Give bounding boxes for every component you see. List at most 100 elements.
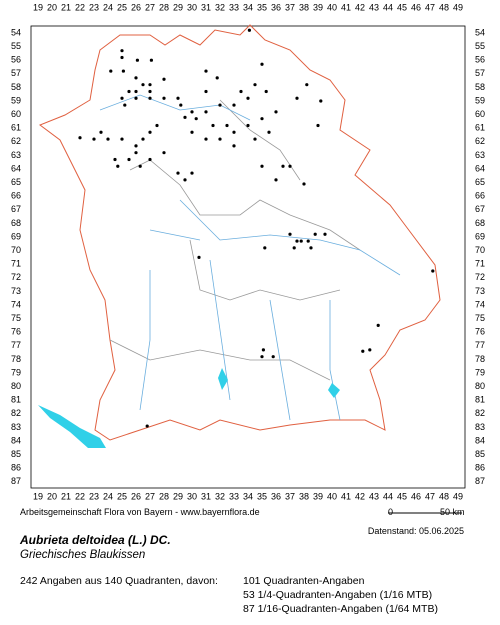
x-label: 42 <box>355 491 365 501</box>
occurrence-dot <box>162 151 166 155</box>
occurrence-dot <box>302 182 306 186</box>
occurrence-dot <box>274 110 278 114</box>
y-label: 71 <box>475 259 485 269</box>
occurrence-dot <box>323 232 327 236</box>
y-label: 57 <box>11 68 21 78</box>
x-label: 40 <box>327 2 337 12</box>
y-label: 54 <box>11 27 21 37</box>
x-label: 22 <box>75 491 85 501</box>
x-label: 31 <box>201 2 211 12</box>
occurrence-dot <box>141 83 145 87</box>
y-label: 73 <box>475 286 485 296</box>
occurrence-dot <box>176 171 180 175</box>
x-label: 29 <box>173 2 183 12</box>
x-label: 40 <box>327 491 337 501</box>
y-label: 65 <box>475 177 485 187</box>
credit: Arbeitsgemeinschaft Flora von Bayern - w… <box>20 507 260 517</box>
occurrence-dot <box>313 232 317 236</box>
x-label: 38 <box>299 491 309 501</box>
x-label: 28 <box>159 2 169 12</box>
y-label: 86 <box>11 463 21 473</box>
x-label: 39 <box>313 2 323 12</box>
y-label: 79 <box>11 367 21 377</box>
y-label: 82 <box>475 408 485 418</box>
y-label: 68 <box>475 218 485 228</box>
occurrence-dot <box>295 239 299 243</box>
occurrence-dot <box>267 130 271 134</box>
breakdown: 101 Quadranten-Angaben <box>243 575 365 587</box>
occurrence-dot <box>148 130 152 134</box>
y-label: 80 <box>475 381 485 391</box>
occurrence-dot <box>145 424 149 428</box>
occurrence-dot <box>134 151 138 155</box>
x-label: 49 <box>453 491 463 501</box>
y-label: 67 <box>475 204 485 214</box>
rivers <box>99 94 401 421</box>
occurrence-dot <box>264 89 268 94</box>
y-label: 62 <box>11 136 21 146</box>
occurrence-dot <box>134 76 138 80</box>
occurrence-dot <box>109 69 113 73</box>
x-label: 23 <box>89 491 99 501</box>
occurrence-dot <box>120 55 124 60</box>
x-label: 37 <box>285 491 295 501</box>
x-label: 20 <box>47 2 57 12</box>
y-label: 58 <box>475 82 485 92</box>
x-label: 32 <box>215 491 225 501</box>
occurrence-dot <box>306 239 310 243</box>
x-label: 44 <box>383 491 393 501</box>
x-label: 36 <box>271 2 281 12</box>
y-label: 66 <box>475 191 485 201</box>
x-label: 21 <box>61 2 71 12</box>
occurrence-dot <box>120 137 124 141</box>
x-label: 19 <box>33 2 43 12</box>
occurrence-dot <box>120 49 124 53</box>
y-label: 62 <box>475 136 485 146</box>
x-label: 39 <box>313 491 323 501</box>
y-label: 56 <box>475 55 485 65</box>
occurrence-dot <box>121 69 125 73</box>
y-label: 79 <box>475 367 485 377</box>
x-label: 29 <box>173 491 183 501</box>
x-label: 43 <box>369 491 379 501</box>
y-label: 87 <box>475 476 485 486</box>
x-label: 27 <box>145 491 155 501</box>
y-label: 75 <box>475 313 485 323</box>
occurrence-dot <box>232 144 236 148</box>
y-label: 73 <box>11 286 21 296</box>
y-label: 55 <box>475 41 485 51</box>
x-label: 26 <box>131 491 141 501</box>
y-label: 78 <box>475 354 485 364</box>
occurrence-dot <box>179 103 183 107</box>
x-label: 35 <box>257 2 267 12</box>
occurrence-dot <box>218 137 222 141</box>
x-label: 35 <box>257 491 267 501</box>
y-label: 84 <box>11 435 21 445</box>
x-label: 30 <box>187 491 197 501</box>
occurrence-dot <box>148 89 152 94</box>
occurrence-dot <box>190 110 194 114</box>
occurrence-dot <box>149 58 153 62</box>
occurrence-dot <box>135 58 139 62</box>
occurrence-dot <box>288 232 292 236</box>
occurrence-dot <box>204 89 208 94</box>
occurrence-dot <box>162 77 166 81</box>
y-label: 67 <box>11 204 21 214</box>
subtitle: Griechisches Blaukissen <box>20 549 145 561</box>
occurrence-dot <box>183 178 187 182</box>
y-label: 85 <box>11 449 21 459</box>
x-label: 32 <box>215 2 225 12</box>
title: Aubrieta deltoidea (L.) DC. <box>19 533 171 547</box>
y-label: 60 <box>11 109 21 119</box>
y-label: 83 <box>475 422 485 432</box>
y-label: 76 <box>11 327 21 337</box>
x-label: 27 <box>145 2 155 12</box>
y-label: 69 <box>11 231 21 241</box>
y-label: 75 <box>11 313 21 323</box>
y-label: 61 <box>475 123 485 133</box>
x-label: 41 <box>341 2 351 12</box>
occurrence-dot <box>197 255 201 259</box>
y-label: 78 <box>11 354 21 364</box>
occurrence-dot <box>431 269 435 273</box>
x-label: 37 <box>285 2 295 12</box>
